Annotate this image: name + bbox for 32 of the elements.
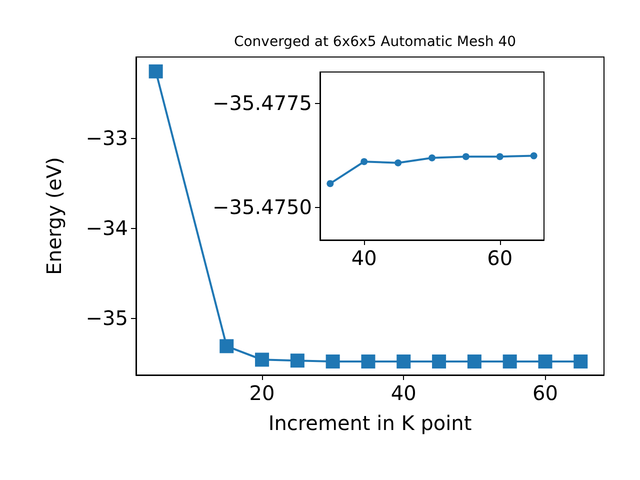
point (462, 153, 470, 160)
point (538, 354, 552, 368)
y-tick-label: −33 (86, 126, 128, 150)
point (394, 159, 402, 166)
point (220, 339, 234, 354)
point (326, 354, 340, 368)
point (148, 64, 163, 78)
y-tick-label: −34 (86, 216, 128, 240)
y-tick-label: −35 (86, 306, 128, 330)
point (255, 352, 270, 367)
x-tick-label: 60 (487, 246, 513, 270)
y-axis-title: Energy (eV) (42, 157, 66, 275)
point (290, 354, 304, 368)
point (360, 158, 368, 166)
y-tick-label: −35.4750 (212, 194, 312, 219)
x-tick-label: 40 (351, 246, 377, 270)
point (530, 152, 538, 160)
point (432, 354, 446, 368)
x-tick-label: 60 (532, 381, 558, 405)
x-tick-label: 20 (249, 381, 275, 405)
point (574, 354, 588, 368)
x-axis-title: Increment in K point (268, 411, 472, 435)
point (361, 354, 376, 368)
y-tick-label: −35.4775 (212, 91, 312, 116)
point (467, 354, 482, 368)
x-tick-label: 40 (390, 381, 416, 405)
point (502, 354, 517, 368)
chart-title: Converged at 6x6x5 Automatic Mesh 40 (234, 34, 516, 50)
point (428, 154, 436, 162)
point (396, 354, 411, 368)
point (326, 180, 334, 188)
point (496, 153, 504, 160)
